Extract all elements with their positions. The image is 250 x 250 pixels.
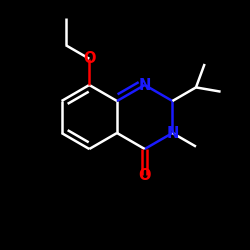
Text: O: O [83, 51, 96, 66]
Text: N: N [138, 78, 151, 92]
Text: N: N [166, 126, 178, 140]
Text: O: O [138, 168, 151, 183]
